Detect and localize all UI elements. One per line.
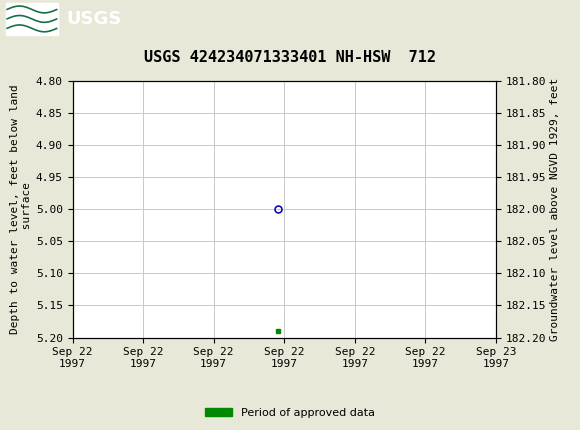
Bar [6,3,58,35]
Y-axis label: Depth to water level, feet below land
 surface: Depth to water level, feet below land su… [10,84,32,334]
Text: USGS 424234071333401 NH-HSW  712: USGS 424234071333401 NH-HSW 712 [144,50,436,64]
Y-axis label: Groundwater level above NGVD 1929, feet: Groundwater level above NGVD 1929, feet [550,77,560,341]
Legend: Period of approved data: Period of approved data [200,403,380,422]
Text: USGS: USGS [67,10,122,28]
